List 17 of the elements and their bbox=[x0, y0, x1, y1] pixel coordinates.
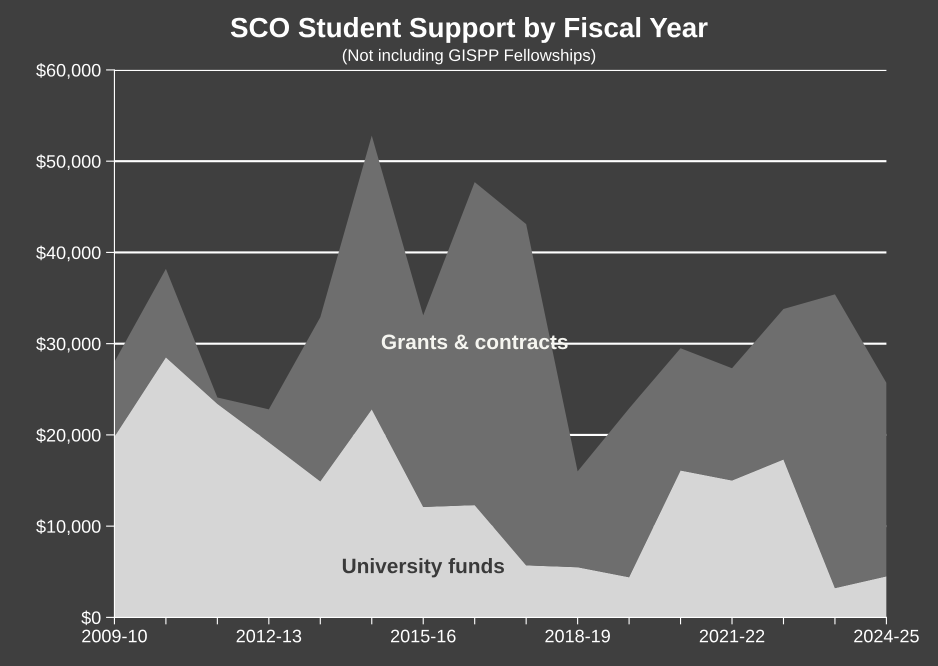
y-tick-label: $40,000 bbox=[36, 246, 101, 262]
x-tick-label: 2018-19 bbox=[545, 630, 610, 642]
x-tick-label: 2021-22 bbox=[700, 630, 764, 642]
x-tick-label: 2015-16 bbox=[391, 630, 456, 642]
chart-subtitle: (Not including GISPP Fellowships) bbox=[342, 48, 596, 64]
x-tick-label: 2009-10 bbox=[82, 630, 147, 642]
y-tick-label: $10,000 bbox=[36, 519, 101, 535]
y-tick-label: $20,000 bbox=[36, 428, 101, 444]
chart-title: SCO Student Support by Fiscal Year bbox=[230, 17, 708, 43]
series-label: Grants & contracts bbox=[382, 334, 568, 350]
x-tick-label: 2024-25 bbox=[854, 630, 919, 642]
y-tick-label: $0 bbox=[81, 610, 101, 626]
series-label: University funds bbox=[342, 558, 504, 578]
x-tick-label: 2012-13 bbox=[236, 630, 302, 642]
y-tick-label: $50,000 bbox=[36, 154, 101, 170]
y-tick-label: $60,000 bbox=[36, 63, 101, 79]
y-tick-label: $30,000 bbox=[36, 336, 101, 353]
